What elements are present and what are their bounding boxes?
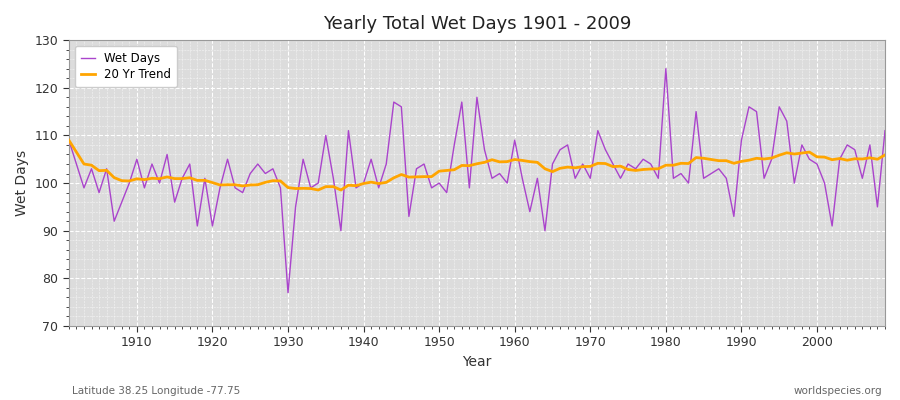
Wet Days [63,138,74,142]
Wet Days [283,290,293,295]
Wet Days [608,162,618,166]
20 Yr Trend [879,152,890,157]
Text: Latitude 38.25 Longitude -77.75: Latitude 38.25 Longitude -77.75 [72,386,240,396]
20 Yr Trend [608,164,618,169]
Wet Days [517,176,527,181]
20 Yr Trend [124,178,135,183]
X-axis label: Year: Year [463,355,491,369]
Wet Days [509,138,520,142]
Text: worldspecies.org: worldspecies.org [794,386,882,396]
Wet Days [124,181,135,186]
20 Yr Trend [290,186,301,191]
Title: Yearly Total Wet Days 1901 - 2009: Yearly Total Wet Days 1901 - 2009 [323,15,631,33]
Legend: Wet Days, 20 Yr Trend: Wet Days, 20 Yr Trend [75,46,177,87]
20 Yr Trend [313,188,324,192]
20 Yr Trend [63,138,74,142]
Wet Days [343,128,354,133]
Line: 20 Yr Trend: 20 Yr Trend [68,140,885,190]
20 Yr Trend [509,157,520,162]
Wet Days [298,157,309,162]
Wet Days [879,128,890,133]
20 Yr Trend [343,183,354,188]
Line: Wet Days: Wet Days [68,69,885,293]
Wet Days [661,66,671,71]
20 Yr Trend [517,158,527,163]
Y-axis label: Wet Days: Wet Days [15,150,29,216]
